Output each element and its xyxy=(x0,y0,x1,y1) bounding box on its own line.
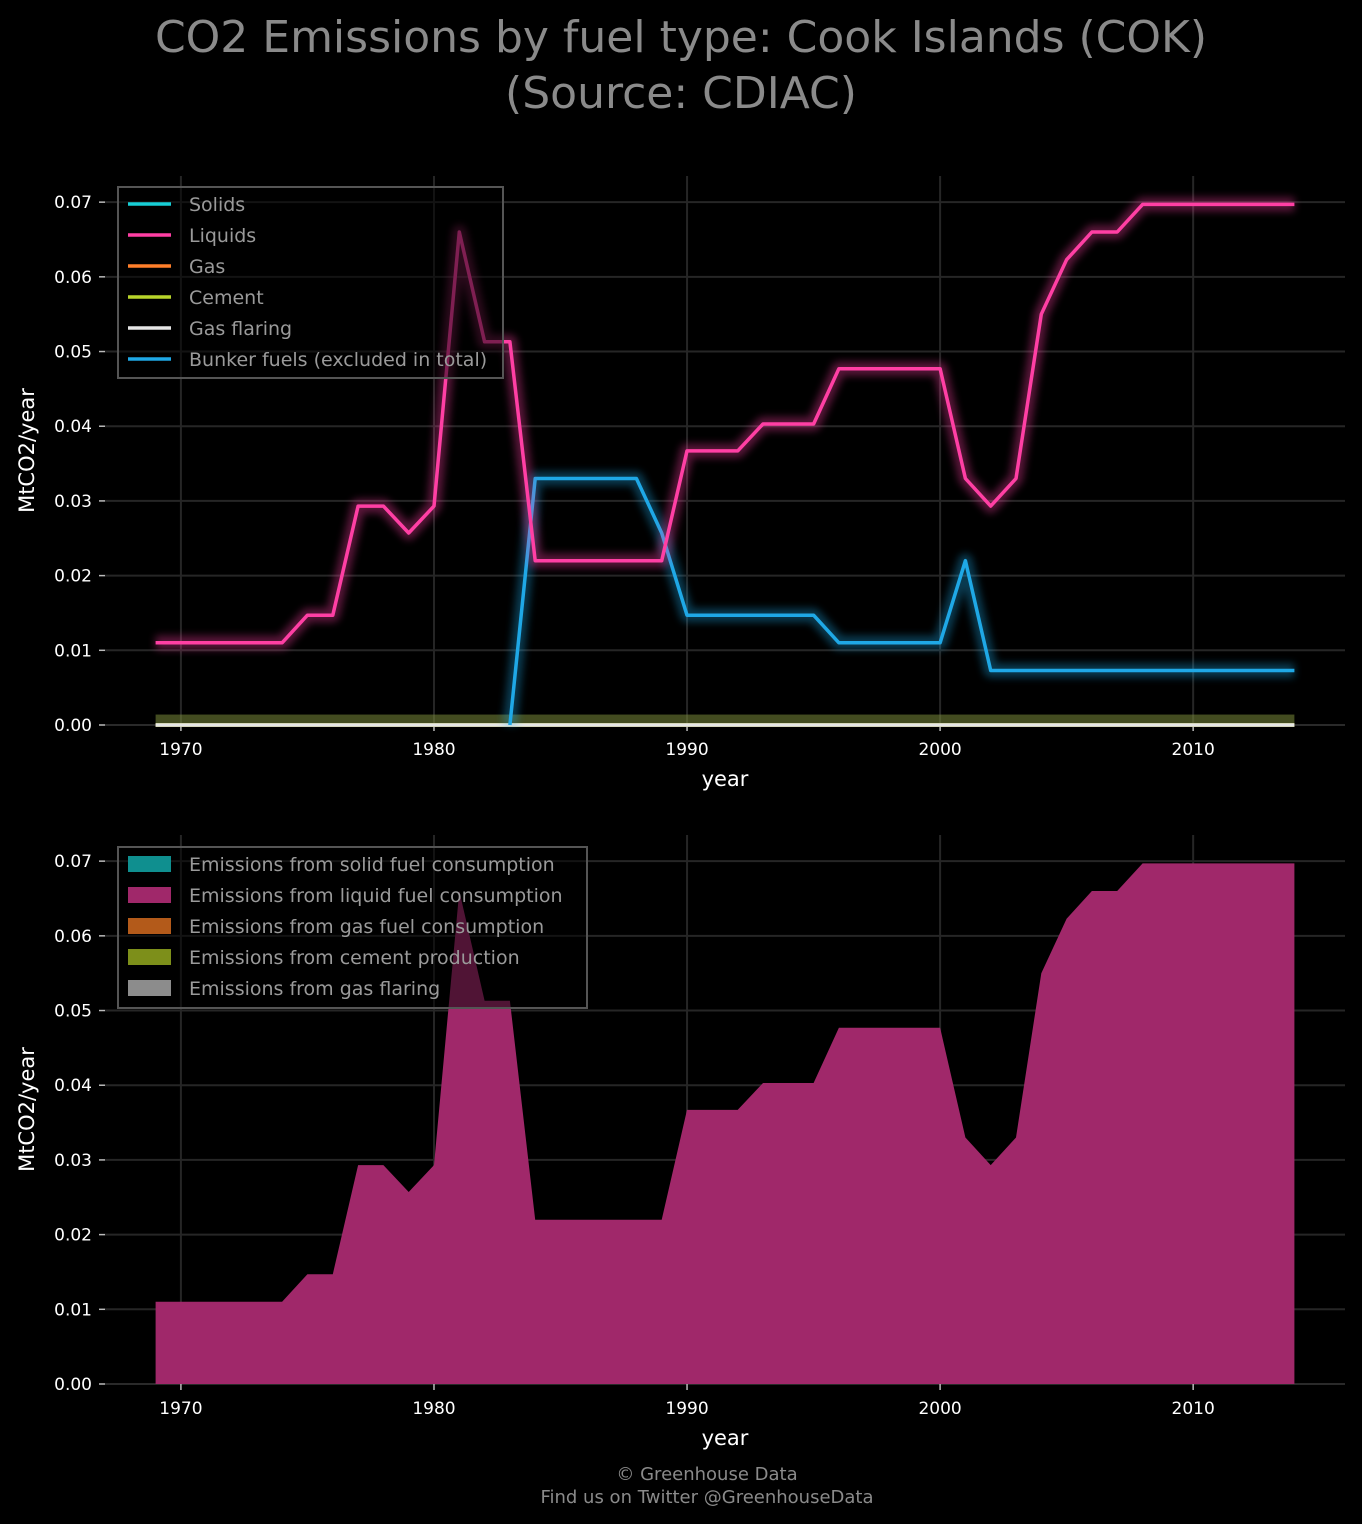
chart-1-y-tick-label: 0.04 xyxy=(54,1076,92,1096)
chart-0-legend-solids-label: Solids xyxy=(189,194,245,216)
chart-1-legend-emissions-from-solid-fuel-consumption-label: Emissions from solid fuel consumption xyxy=(189,854,555,876)
chart-0-legend-bunker-fuels-excluded-in-total-label: Bunker fuels (excluded in total) xyxy=(189,349,487,371)
chart-0-legend-box xyxy=(117,186,504,379)
chart-1-y-tick-label: 0.01 xyxy=(54,1300,92,1320)
chart-1-legend: Emissions from solid fuel consumption Emi… xyxy=(117,846,588,1009)
chart-1-legend-emissions-from-gas-flaring-label: Emissions from gas flaring xyxy=(189,978,440,1000)
chart-title: CO2 Emissions by fuel type: Cook Islands… xyxy=(154,12,1208,119)
chart-0-y-tick-label: 0.06 xyxy=(54,268,92,288)
chart-1-x-tick-label: 1980 xyxy=(412,1399,455,1419)
chart-1-area-emissions-from-liquid-fuel-consumption xyxy=(155,863,1295,1384)
area-chart-panel: 0.00 0.01 0.02 0.03 0.04 0.05 0.06 0.07 1970 1980… xyxy=(15,835,1345,1450)
chart-1-y-tick-label: 0.06 xyxy=(54,927,92,947)
chart-1-legend-box xyxy=(117,846,588,1009)
chart-0-x-tick-label: 2010 xyxy=(1172,740,1215,760)
chart-1-x-tick-label: 1990 xyxy=(665,1399,708,1419)
chart-1-x-axis-label: year xyxy=(702,1426,749,1450)
footer: © Greenhouse Data Find us on Twitter @Gr… xyxy=(0,1463,1362,1509)
chart-0-x-tick-label: 2000 xyxy=(918,740,961,760)
chart-1-legend-emissions-from-gas-fuel-consumption-swatch xyxy=(128,918,171,934)
chart-1-y-axis-label: MtCO2/year xyxy=(15,1047,39,1172)
chart-0-y-tick-label: 0.05 xyxy=(54,343,92,363)
chart-0-legend-gas-label: Gas xyxy=(189,256,225,278)
chart-0-y-tick-label: 0.00 xyxy=(54,716,92,736)
chart-0-y-tick-label: 0.01 xyxy=(54,641,92,661)
chart-1-legend-emissions-from-liquid-fuel-consumption-swatch xyxy=(128,887,171,903)
chart-0-series-bunker-fuels-excluded-in-total-glow xyxy=(502,471,1295,726)
twitter-credit: Find us on Twitter @GreenhouseData xyxy=(540,1487,874,1508)
chart-0-x-tick-label: 1970 xyxy=(159,740,202,760)
chart-0-y-axis-label: MtCO2/year xyxy=(15,388,39,513)
chart-0-x-axis-label: year xyxy=(702,767,749,791)
chart-0-y-tick-label: 0.07 xyxy=(54,193,92,213)
chart-1-y-tick-label: 0.03 xyxy=(54,1151,92,1171)
chart-0-legend-gas-flaring-label: Gas flaring xyxy=(189,318,292,340)
chart-0-legend: Solids Liquids Gas Cement Gas flaring Bunker … xyxy=(117,186,504,379)
chart-1-x-tick-label: 1970 xyxy=(159,1399,202,1419)
chart-0-y-tick-label: 0.04 xyxy=(54,417,92,437)
chart-0-x-tick-label: 1980 xyxy=(412,740,455,760)
chart-1-legend-emissions-from-solid-fuel-consumption-swatch xyxy=(128,856,171,872)
chart-1-x-tick-label: 2000 xyxy=(918,1399,961,1419)
chart-1-y-tick-label: 0.02 xyxy=(54,1226,92,1246)
chart-0-series-liquids-line xyxy=(155,202,1295,645)
chart-1-y-tick-label: 0.05 xyxy=(54,1002,92,1022)
chart-1-legend-emissions-from-gas-fuel-consumption-label: Emissions from gas fuel consumption xyxy=(189,916,544,938)
chart-0-legend-cement-label: Cement xyxy=(189,287,264,309)
chart-1-legend-emissions-from-cement-production-swatch xyxy=(128,949,171,965)
chart-1-legend-emissions-from-gas-flaring-swatch xyxy=(128,980,171,996)
line-chart-panel: 0.00 0.01 0.02 0.03 0.04 0.05 0.06 0.07 1970 1980… xyxy=(15,176,1345,791)
chart-1-legend-emissions-from-cement-production-label: Emissions from cement production xyxy=(189,947,520,969)
chart-0-series-bunker-fuels-excluded-in-total-line xyxy=(508,476,1295,726)
copyright-text: © Greenhouse Data xyxy=(616,1464,798,1485)
chart-1-x-tick-label: 2010 xyxy=(1172,1399,1215,1419)
chart-0-y-tick-label: 0.02 xyxy=(54,567,92,587)
chart-1-legend-emissions-from-liquid-fuel-consumption-label: Emissions from liquid fuel consumption xyxy=(189,885,563,907)
chart-1-y-tick-label: 0.07 xyxy=(54,852,92,872)
chart-0-y-tick-label: 0.03 xyxy=(54,492,92,512)
chart-0-legend-liquids-label: Liquids xyxy=(189,225,256,247)
chart-1-y-tick-label: 0.00 xyxy=(54,1375,92,1395)
chart-0-x-tick-label: 1990 xyxy=(665,740,708,760)
